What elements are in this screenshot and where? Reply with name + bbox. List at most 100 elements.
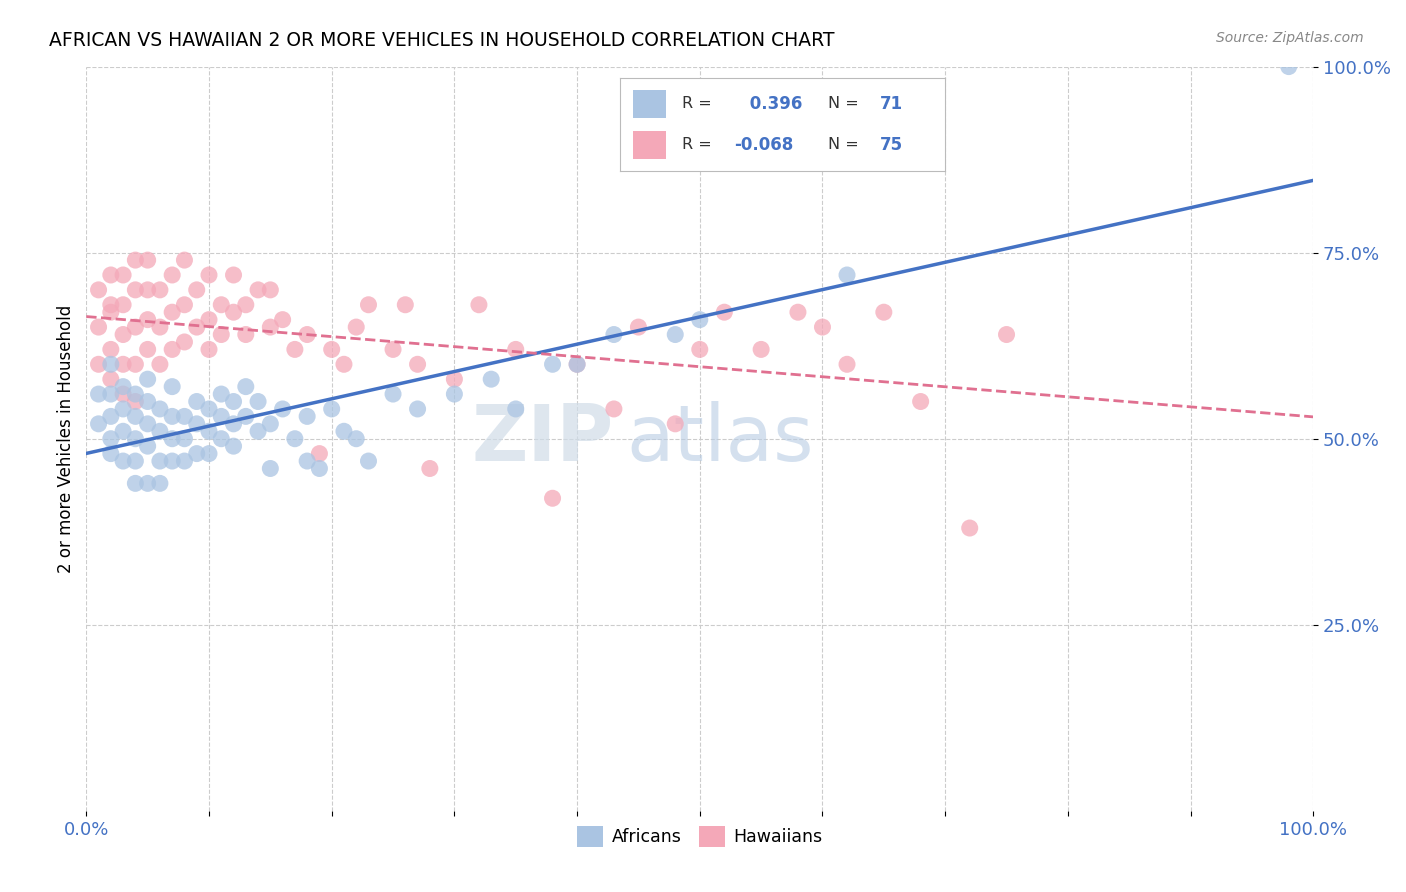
Point — [603, 401, 626, 416]
Point — [87, 357, 110, 371]
Point — [100, 432, 122, 446]
Point — [295, 327, 318, 342]
Point — [149, 283, 172, 297]
Point — [198, 268, 221, 282]
Point — [149, 401, 172, 416]
Point — [995, 327, 1018, 342]
Point — [173, 432, 195, 446]
Point — [112, 387, 135, 401]
Point — [124, 283, 146, 297]
Point — [136, 394, 159, 409]
Point — [394, 298, 416, 312]
Point — [173, 409, 195, 424]
Point — [87, 320, 110, 334]
Point — [271, 401, 294, 416]
Point — [308, 461, 330, 475]
Point — [295, 454, 318, 468]
Point — [541, 491, 564, 506]
Point — [259, 283, 281, 297]
Point — [186, 320, 208, 334]
Point — [419, 461, 441, 475]
Point — [112, 401, 135, 416]
Point — [160, 454, 183, 468]
Point — [124, 432, 146, 446]
Point — [149, 357, 172, 371]
Point — [468, 298, 491, 312]
Point — [136, 283, 159, 297]
Point — [222, 439, 245, 453]
Point — [1278, 60, 1301, 74]
Point — [124, 357, 146, 371]
Point — [136, 439, 159, 453]
Y-axis label: 2 or more Vehicles in Household: 2 or more Vehicles in Household — [58, 304, 75, 573]
Point — [149, 454, 172, 468]
Point — [160, 379, 183, 393]
Point — [235, 327, 257, 342]
Point — [87, 387, 110, 401]
Point — [198, 401, 221, 416]
Point — [124, 409, 146, 424]
Point — [505, 343, 527, 357]
Point — [100, 268, 122, 282]
Point — [713, 305, 735, 319]
Point — [835, 268, 858, 282]
Point — [112, 379, 135, 393]
Point — [222, 268, 245, 282]
Point — [173, 298, 195, 312]
Point — [222, 305, 245, 319]
Point — [112, 357, 135, 371]
Point — [173, 253, 195, 268]
Point — [247, 424, 270, 438]
Point — [173, 454, 195, 468]
Point — [124, 454, 146, 468]
Point — [749, 343, 772, 357]
Point — [321, 401, 343, 416]
Point — [136, 476, 159, 491]
Text: AFRICAN VS HAWAIIAN 2 OR MORE VEHICLES IN HOUSEHOLD CORRELATION CHART: AFRICAN VS HAWAIIAN 2 OR MORE VEHICLES I… — [49, 31, 835, 50]
Point — [87, 283, 110, 297]
Point — [664, 417, 686, 431]
Point — [910, 394, 932, 409]
Point — [344, 320, 367, 334]
Point — [136, 312, 159, 326]
Point — [565, 357, 588, 371]
Point — [382, 387, 405, 401]
Point — [112, 327, 135, 342]
Point — [382, 343, 405, 357]
Point — [136, 417, 159, 431]
Point — [87, 417, 110, 431]
Point — [209, 387, 232, 401]
Point — [357, 298, 380, 312]
Point — [209, 432, 232, 446]
Point — [124, 476, 146, 491]
Text: atlas: atlas — [626, 401, 814, 476]
Point — [149, 424, 172, 438]
Point — [112, 268, 135, 282]
Point — [160, 432, 183, 446]
Point — [247, 394, 270, 409]
Point — [124, 253, 146, 268]
Point — [541, 357, 564, 371]
Point — [100, 387, 122, 401]
Point — [271, 312, 294, 326]
Point — [565, 357, 588, 371]
Point — [689, 312, 711, 326]
Point — [333, 357, 356, 371]
Point — [136, 372, 159, 386]
Point — [186, 447, 208, 461]
Point — [112, 298, 135, 312]
Point — [321, 343, 343, 357]
Point — [100, 343, 122, 357]
Point — [284, 432, 307, 446]
Point — [222, 417, 245, 431]
Point — [198, 424, 221, 438]
Point — [811, 320, 834, 334]
Point — [100, 305, 122, 319]
Point — [136, 253, 159, 268]
Point — [259, 461, 281, 475]
Point — [406, 401, 429, 416]
Point — [100, 372, 122, 386]
Point — [124, 387, 146, 401]
Point — [664, 327, 686, 342]
Point — [284, 343, 307, 357]
